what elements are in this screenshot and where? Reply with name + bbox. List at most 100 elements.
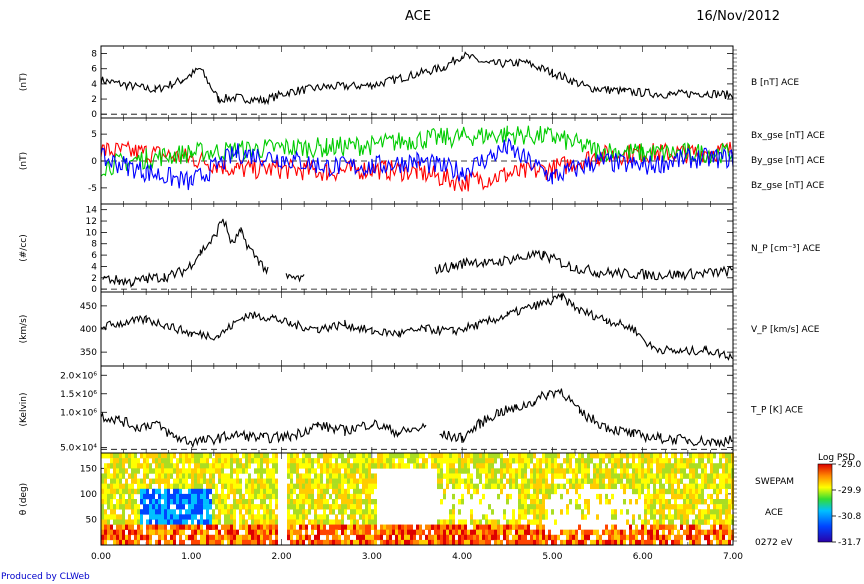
heatmap-cell xyxy=(518,493,521,500)
heatmap-cell xyxy=(371,524,374,530)
heatmap-cell xyxy=(338,509,341,515)
heatmap-cell xyxy=(248,478,251,484)
heatmap-cell xyxy=(395,463,398,469)
heatmap-cell xyxy=(371,534,374,541)
heatmap-cell xyxy=(437,463,440,469)
heatmap-cell xyxy=(239,488,242,495)
heatmap-cell xyxy=(524,529,527,536)
heatmap-cell xyxy=(221,473,224,479)
heatmap-cell xyxy=(155,504,158,510)
heatmap-cell xyxy=(146,468,149,474)
heatmap-cell xyxy=(611,534,614,541)
heatmap-cell xyxy=(443,529,446,536)
heatmap-cell xyxy=(461,468,464,474)
heatmap-cell xyxy=(536,534,539,541)
heatmap-cell xyxy=(110,458,113,464)
heatmap-cell xyxy=(260,519,263,525)
heatmap-cell xyxy=(533,504,536,510)
heatmap-cell xyxy=(599,463,602,469)
heatmap-cell xyxy=(704,529,707,536)
heatmap-cell xyxy=(710,463,713,469)
heatmap-cell xyxy=(695,488,698,495)
heatmap-cell xyxy=(452,493,455,500)
heatmap-cell xyxy=(233,499,236,505)
heatmap-cell xyxy=(200,504,203,510)
heatmap-cell xyxy=(143,458,146,464)
heatmap-cell xyxy=(635,453,638,459)
colorbar-gradient xyxy=(817,463,833,543)
heatmap-cell xyxy=(272,488,275,495)
heatmap-cell xyxy=(149,483,152,490)
heatmap-cell xyxy=(596,539,599,546)
heatmap-cell xyxy=(104,509,107,515)
heatmap-cell xyxy=(587,478,590,484)
heatmap-cell xyxy=(602,539,605,546)
heatmap-cell xyxy=(404,453,407,459)
heatmap-cell xyxy=(686,514,689,520)
heatmap-cell xyxy=(515,539,518,546)
heatmap-cell xyxy=(134,509,137,515)
heatmap-cell xyxy=(479,453,482,459)
heatmap-cell xyxy=(710,468,713,474)
heatmap-cell xyxy=(245,524,248,530)
heatmap-cell xyxy=(722,529,725,536)
heatmap-cell xyxy=(416,458,419,464)
heatmap-cell xyxy=(251,493,254,500)
heatmap-cell xyxy=(689,468,692,474)
heatmap-cell xyxy=(113,529,116,536)
heatmap-cell xyxy=(293,514,296,520)
heatmap-cell xyxy=(632,473,635,479)
heatmap-cell xyxy=(137,524,140,530)
heatmap-cell xyxy=(188,499,191,505)
heatmap-cell xyxy=(122,468,125,474)
heatmap-cell xyxy=(728,509,731,515)
heatmap-cell xyxy=(461,478,464,484)
heatmap-cell xyxy=(440,529,443,536)
heatmap-cell xyxy=(575,483,578,490)
heatmap-cell xyxy=(371,514,374,520)
heatmap-cell xyxy=(173,453,176,459)
heatmap-cell xyxy=(599,478,602,484)
heatmap-cell xyxy=(704,478,707,484)
heatmap-cell xyxy=(350,499,353,505)
heatmap-cell xyxy=(497,519,500,525)
heatmap-cell xyxy=(512,514,515,520)
heatmap-cell xyxy=(620,453,623,459)
heatmap-cell xyxy=(263,504,266,510)
heatmap-cell xyxy=(347,453,350,459)
heatmap-cell xyxy=(476,463,479,469)
heatmap-cell xyxy=(125,458,128,464)
heatmap-cell xyxy=(719,539,722,546)
heatmap-cell xyxy=(707,478,710,484)
heatmap-cell xyxy=(224,519,227,525)
heatmap-cell xyxy=(626,473,629,479)
heatmap-cell xyxy=(107,529,110,536)
heatmap-cell xyxy=(614,534,617,541)
heatmap-cell xyxy=(560,473,563,479)
heatmap-cell xyxy=(155,524,158,530)
heatmap-cell xyxy=(521,504,524,510)
heatmap-cell xyxy=(644,514,647,520)
heatmap-cell xyxy=(692,473,695,479)
heatmap-cell xyxy=(380,539,383,546)
heatmap-cell xyxy=(137,534,140,541)
heatmap-cell xyxy=(650,468,653,474)
heatmap-cell xyxy=(644,478,647,484)
heatmap-cell xyxy=(467,478,470,484)
heatmap-cell xyxy=(581,483,584,490)
heatmap-cell xyxy=(635,488,638,495)
heatmap-cell xyxy=(461,524,464,530)
heatmap-cell xyxy=(272,463,275,469)
heatmap-cell xyxy=(305,524,308,530)
heatmap-cell xyxy=(347,524,350,530)
heatmap-cell xyxy=(557,473,560,479)
heatmap-cell xyxy=(695,463,698,469)
heatmap-cell xyxy=(446,539,449,546)
heatmap-cell xyxy=(485,524,488,530)
heatmap-cell xyxy=(683,473,686,479)
heatmap-cell xyxy=(536,519,539,525)
heatmap-cell xyxy=(524,453,527,459)
heatmap-cell xyxy=(653,534,656,541)
heatmap-cell xyxy=(554,458,557,464)
heatmap-cell xyxy=(248,499,251,505)
